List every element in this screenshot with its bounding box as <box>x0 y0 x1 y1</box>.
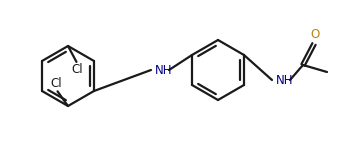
Text: Cl: Cl <box>51 77 62 90</box>
Text: NH: NH <box>155 64 173 76</box>
Text: NH: NH <box>276 74 293 86</box>
Text: Cl: Cl <box>72 63 83 76</box>
Text: O: O <box>310 28 319 41</box>
